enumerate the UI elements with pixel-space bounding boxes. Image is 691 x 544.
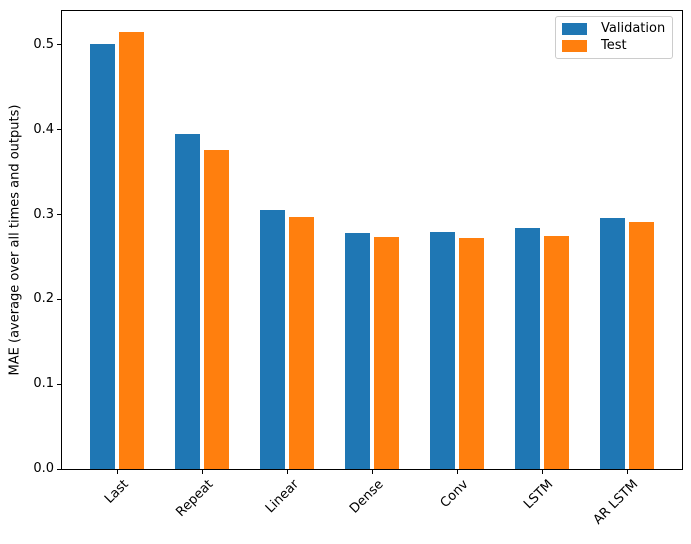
plot-area (61, 10, 683, 470)
y-tick-mark (57, 214, 61, 216)
bar-validation-conv (429, 232, 456, 469)
x-tick-mark (287, 470, 288, 474)
bar-test-linear (288, 217, 315, 469)
y-tick-mark (57, 383, 61, 385)
x-tick-label-last: Last (101, 477, 132, 507)
x-tick-label-ar-lstm: AR LSTM (590, 477, 642, 528)
y-tick-mark (57, 468, 61, 470)
legend-entry-validation: Validation (562, 21, 666, 38)
y-tick-label-0.1: 0.1 (33, 376, 54, 392)
legend-label-validation: Validation (601, 21, 666, 37)
legend-entry-test: Test (562, 38, 666, 55)
x-tick-mark (117, 470, 118, 474)
x-tick-mark (372, 470, 373, 474)
legend: Validation Test (555, 16, 673, 59)
y-tick-label-0.0: 0.0 (33, 461, 54, 476)
legend-label-test: Test (601, 37, 627, 53)
x-tick-mark (202, 470, 203, 474)
bar-validation-repeat (174, 134, 201, 469)
x-tick-mark (627, 470, 628, 474)
bar-test-repeat (203, 150, 230, 469)
bar-test-ar-lstm (628, 222, 655, 469)
bar-validation-lstm (514, 228, 541, 469)
legend-swatch-test (562, 39, 587, 52)
y-tick-label-0.5: 0.5 (33, 36, 54, 52)
bar-test-dense (373, 236, 400, 469)
bar-validation-linear (259, 210, 286, 469)
x-tick-label-conv: Conv (437, 477, 472, 511)
x-tick-label-dense: Dense (346, 477, 387, 517)
x-tick-label-repeat: Repeat (173, 477, 217, 520)
bar-validation-last (89, 44, 116, 469)
y-tick-mark (57, 298, 61, 300)
y-tick-mark (57, 44, 61, 46)
x-tick-label-lstm: LSTM (521, 477, 557, 513)
y-tick-mark (57, 129, 61, 131)
y-tick-label-0.2: 0.2 (33, 291, 54, 307)
x-tick-mark (542, 470, 543, 474)
bar-test-last (118, 32, 145, 469)
x-tick-mark (457, 470, 458, 474)
y-axis-label: MAE (average over all times and outputs) (7, 104, 23, 376)
bar-validation-ar-lstm (599, 217, 626, 469)
x-tick-label-linear: Linear (262, 477, 302, 517)
bar-test-conv (458, 238, 485, 469)
bar-test-lstm (543, 235, 570, 469)
bar-validation-dense (344, 233, 371, 469)
legend-swatch-validation (562, 23, 587, 36)
y-tick-label-0.3: 0.3 (33, 206, 54, 222)
y-tick-label-0.4: 0.4 (33, 121, 54, 137)
